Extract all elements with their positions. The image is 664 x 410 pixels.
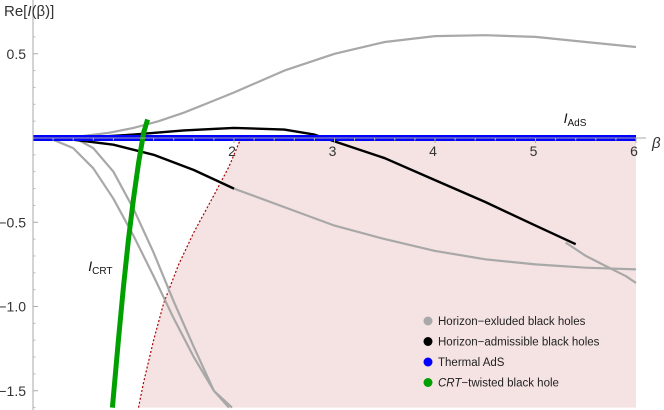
legend-marker-excluded <box>423 316 433 326</box>
shaded-region-layer <box>137 137 636 408</box>
legend-label-admissible: Horizon−admissible black holes <box>438 337 600 349</box>
y-tick-label-2: −1.0 <box>0 299 26 315</box>
x-tick-label-2: 2 <box>228 143 236 159</box>
admissible-region-shade <box>138 138 636 408</box>
excluded-series-4 <box>564 241 637 284</box>
annotation-crt: ICRT <box>88 258 112 277</box>
legend-marker-ads <box>423 357 433 367</box>
legend: Horizon−exluded black holes Horizon−admis… <box>423 316 600 390</box>
legend-label-crt: CRT−twisted black hole <box>438 378 559 390</box>
crt-series-8 <box>109 118 150 408</box>
legend-label-ads: Thermal AdS <box>438 357 505 369</box>
y-axis-label: Re[I(β)] <box>4 3 54 20</box>
excluded-series-2 <box>32 136 233 409</box>
annotation-ads: IAdS <box>564 110 587 129</box>
y-tick-label-1: −0.5 <box>0 214 26 230</box>
y-tick-label-0: 0.5 <box>7 46 27 62</box>
x-tick-label-6: 6 <box>630 143 638 159</box>
excluded-series-0 <box>32 34 637 140</box>
admissible-series-5 <box>32 126 577 246</box>
x-tick-label-5: 5 <box>530 143 538 159</box>
excluded-series-3 <box>233 187 637 271</box>
x-axis-label: β <box>651 135 661 152</box>
legend-label-excluded: Horizon−exluded black holes <box>438 316 586 328</box>
y-tick-label-3: −1.5 <box>0 383 26 399</box>
annotation-layer: IAdS ICRT <box>88 110 586 277</box>
x-tick-label-4: 4 <box>429 143 437 159</box>
legend-marker-crt <box>423 378 433 387</box>
legend-marker-admissible <box>423 337 433 346</box>
horizon-boundary-line <box>137 137 242 408</box>
x-tick-label-3: 3 <box>329 143 337 159</box>
